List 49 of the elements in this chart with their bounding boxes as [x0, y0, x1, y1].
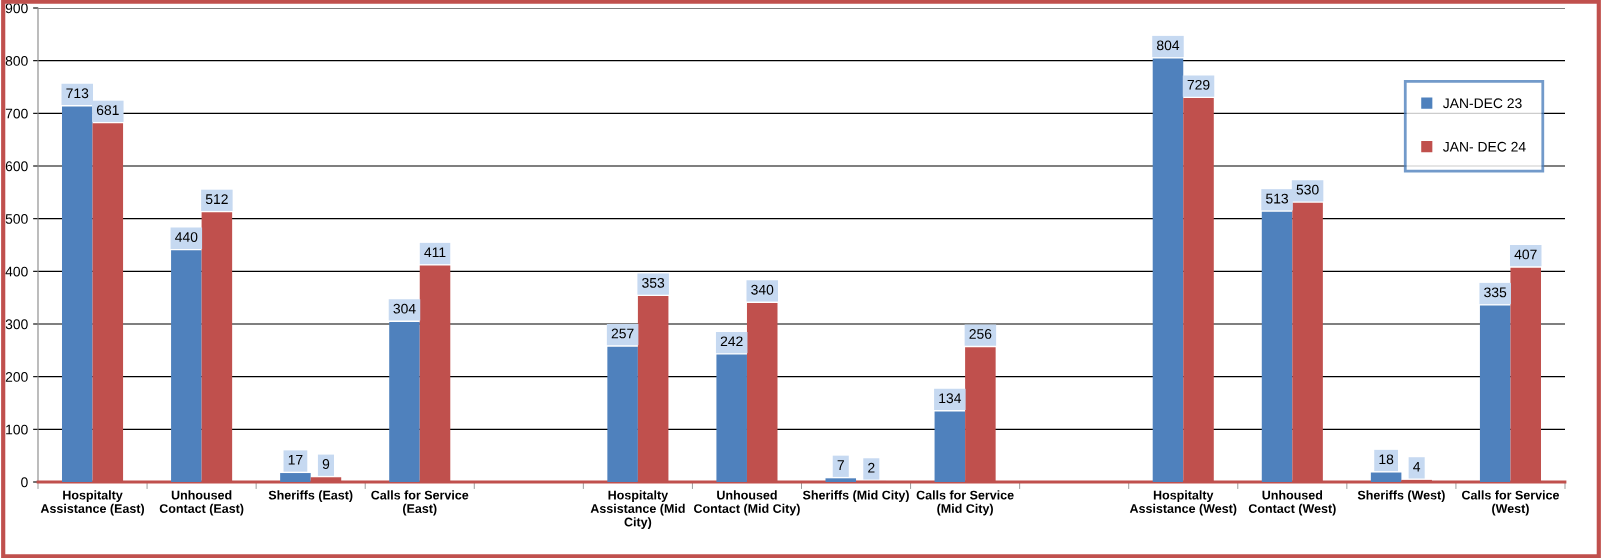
data-label: 440 — [175, 232, 198, 242]
y-tick-label: 0 — [21, 477, 28, 488]
data-label: 257 — [611, 328, 634, 339]
data-label: 256 — [969, 329, 992, 339]
x-tick-label: Sheriffs (West) — [1357, 490, 1445, 502]
data-label: 9 — [322, 459, 330, 469]
y-tick-label: 700 — [5, 108, 28, 119]
data-label: 530 — [1296, 184, 1319, 195]
x-tick-label: Calls for Service (West) — [1462, 490, 1560, 516]
legend-label: JAN-DEC 23 — [1442, 98, 1522, 109]
x-tick-label: Hospitalty Assistance (West) — [1129, 490, 1237, 516]
data-label: 407 — [1514, 249, 1537, 260]
y-tick-label: 200 — [5, 372, 28, 382]
data-label: 304 — [393, 303, 416, 314]
x-tick-label: Sheriffs (East) — [268, 490, 353, 502]
data-label: 411 — [424, 247, 446, 258]
data-label: 513 — [1266, 193, 1289, 204]
x-tick-label: Unhoused Contact (West) — [1248, 490, 1336, 516]
x-tick-label: Hospitalty Assistance (Mid City) — [590, 490, 685, 529]
x-tick-label: Sheriffs (Mid City) — [802, 490, 909, 502]
data-label: 7 — [837, 460, 844, 470]
y-tick-label: 800 — [5, 56, 28, 66]
legend-label: JAN- DEC 24 — [1442, 141, 1526, 152]
data-label: 681 — [96, 105, 119, 116]
data-label: 804 — [1157, 40, 1180, 51]
y-tick-label: 400 — [5, 266, 28, 277]
y-tick-label: 100 — [6, 424, 28, 435]
x-tick-label: Unhoused Contact (East) — [159, 490, 244, 516]
y-tick-label: 600 — [5, 161, 28, 172]
x-tick-label: Calls for Service (East) — [371, 490, 469, 516]
x-tick-label: Unhoused Contact (Mid City) — [694, 490, 800, 516]
data-label: 729 — [1187, 79, 1210, 90]
data-label: 340 — [751, 284, 774, 295]
data-label: 713 — [66, 88, 89, 99]
data-label: 2 — [868, 462, 875, 473]
data-label: 512 — [205, 194, 228, 205]
data-label: 353 — [642, 277, 665, 288]
data-label: 17 — [288, 455, 303, 465]
data-label: 134 — [939, 393, 962, 404]
x-tick-label: Hospitalty Assistance (East) — [40, 490, 145, 516]
data-label: 4 — [1413, 461, 1421, 472]
y-tick-label: 500 — [5, 214, 28, 224]
y-tick-label: 300 — [5, 319, 28, 330]
data-label: 335 — [1484, 287, 1507, 298]
data-label: 18 — [1379, 454, 1394, 465]
x-tick-label: Calls for Service (Mid City) — [916, 490, 1014, 516]
y-tick-label: 900 — [5, 3, 28, 14]
data-label: 242 — [720, 336, 743, 347]
bar — [825, 478, 857, 482]
